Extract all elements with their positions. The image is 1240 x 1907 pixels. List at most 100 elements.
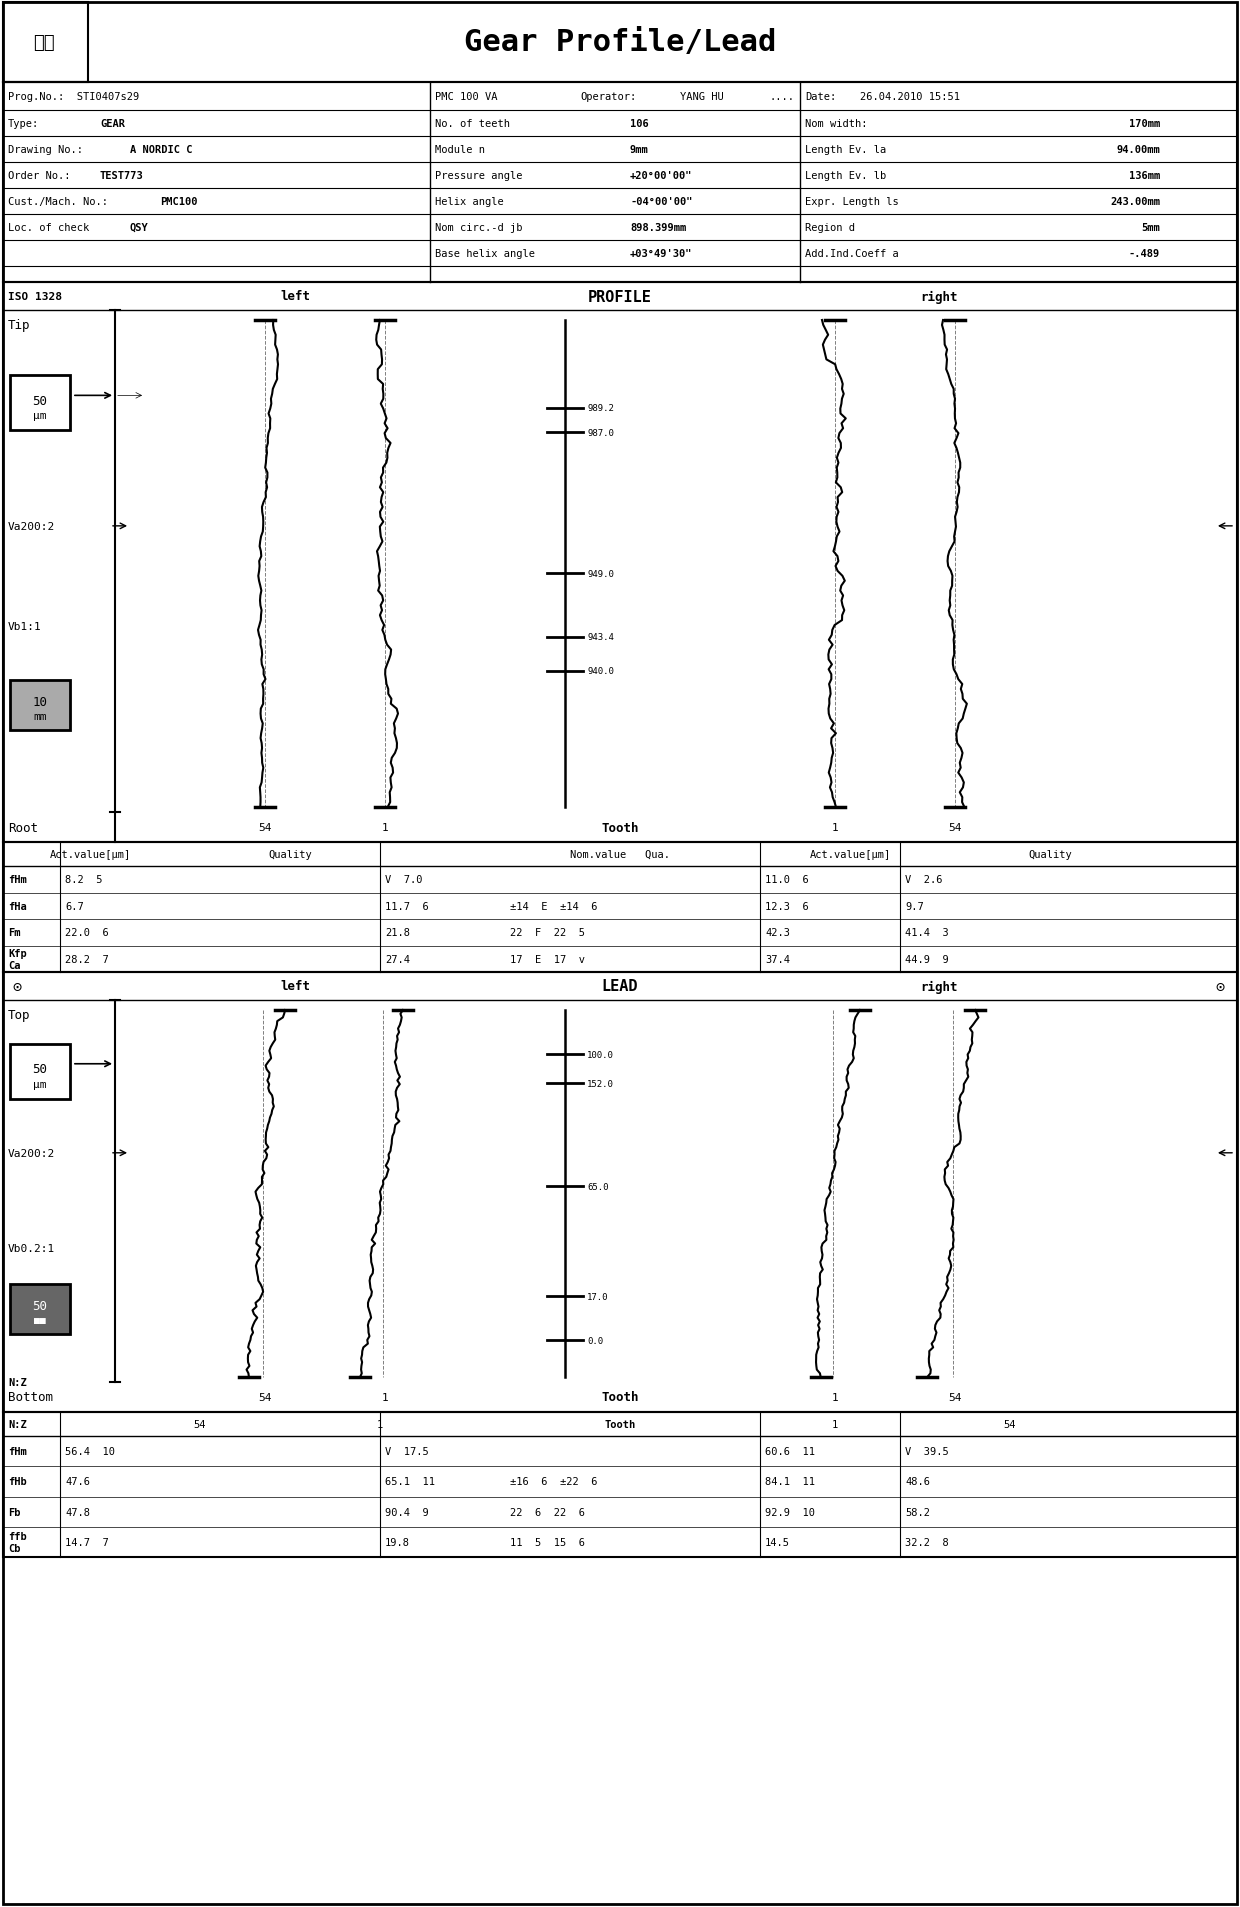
Text: 1: 1 — [832, 822, 838, 833]
Text: ⊙: ⊙ — [12, 978, 21, 994]
Bar — [2, 84, 1238, 282]
Text: 54: 54 — [258, 1392, 272, 1402]
Text: Tip: Tip — [7, 318, 31, 332]
Text: 65.1  11: 65.1 11 — [384, 1476, 435, 1487]
Text: Region d: Region d — [805, 223, 856, 233]
Text: Cust./Mach. No.:: Cust./Mach. No.: — [7, 196, 108, 206]
Bar — [2, 4, 88, 84]
Text: ISO 1328: ISO 1328 — [7, 292, 62, 301]
Text: ffb
Cb: ffb Cb — [7, 1531, 27, 1552]
Text: Kfp
Ca: Kfp Ca — [7, 948, 27, 971]
Text: ....: .... — [770, 92, 795, 101]
Text: 47.6: 47.6 — [64, 1476, 91, 1487]
Text: +03°49'30": +03°49'30" — [630, 250, 692, 259]
Text: 54: 54 — [258, 822, 272, 833]
Text: Module n: Module n — [435, 145, 485, 154]
Text: Add.Ind.Coeff a: Add.Ind.Coeff a — [805, 250, 899, 259]
Text: 54: 54 — [193, 1419, 206, 1428]
Text: No. of teeth: No. of teeth — [435, 118, 510, 130]
Text: 170mm: 170mm — [1128, 118, 1159, 130]
Text: 84.1  11: 84.1 11 — [765, 1476, 815, 1487]
Text: 243.00mm: 243.00mm — [1110, 196, 1159, 206]
Text: 1: 1 — [832, 1419, 838, 1428]
Text: N:Z: N:Z — [7, 1419, 27, 1428]
Text: Tooth: Tooth — [601, 1390, 639, 1404]
Text: 898.399mm: 898.399mm — [630, 223, 686, 233]
Text: 14.7  7: 14.7 7 — [64, 1537, 109, 1547]
Text: 11.7  6: 11.7 6 — [384, 902, 429, 912]
Text: 48.6: 48.6 — [905, 1476, 930, 1487]
Text: ±16  6  ±22  6: ±16 6 ±22 6 — [510, 1476, 598, 1487]
Text: QSY: QSY — [130, 223, 149, 233]
Bar — [2, 843, 1238, 973]
Text: Va200:2: Va200:2 — [7, 1148, 56, 1158]
Text: Nom circ.-d jb: Nom circ.-d jb — [435, 223, 522, 233]
Text: Act.value[μm]: Act.value[μm] — [810, 849, 890, 860]
Bar — [2, 973, 1238, 1413]
Text: 22  6  22  6: 22 6 22 6 — [510, 1507, 585, 1516]
Text: Tooth: Tooth — [604, 1419, 636, 1428]
Text: A NORDIC C: A NORDIC C — [130, 145, 192, 154]
Text: Expr. Length ls: Expr. Length ls — [805, 196, 899, 206]
Text: fHm: fHm — [7, 1446, 27, 1457]
Text: 0.0: 0.0 — [587, 1337, 603, 1344]
Text: Fb: Fb — [7, 1507, 21, 1516]
Text: Top: Top — [7, 1009, 31, 1022]
Text: 5mm: 5mm — [1141, 223, 1159, 233]
Text: μm: μm — [33, 1079, 47, 1089]
Text: 42.3: 42.3 — [765, 929, 790, 938]
Text: -04°00'00": -04°00'00" — [630, 196, 692, 206]
Text: 1: 1 — [832, 1392, 838, 1402]
Text: 949.0: 949.0 — [587, 570, 614, 578]
Text: 50: 50 — [32, 1062, 47, 1076]
Text: 54: 54 — [949, 1392, 962, 1402]
Text: 50: 50 — [32, 395, 47, 408]
Text: V  2.6: V 2.6 — [905, 875, 942, 885]
Text: 943.4: 943.4 — [587, 633, 614, 643]
Text: TEST773: TEST773 — [100, 172, 144, 181]
Text: 1: 1 — [377, 1419, 383, 1428]
Text: 10: 10 — [32, 696, 47, 709]
Text: ⊙: ⊙ — [1216, 978, 1225, 994]
Text: 989.2: 989.2 — [587, 404, 614, 414]
Text: fHa: fHa — [7, 902, 27, 912]
Text: right: right — [920, 980, 957, 994]
Text: 37.4: 37.4 — [765, 954, 790, 965]
Text: 47.8: 47.8 — [64, 1507, 91, 1516]
Text: 21.8: 21.8 — [384, 929, 410, 938]
Text: 27.4: 27.4 — [384, 954, 410, 965]
Text: 58.2: 58.2 — [905, 1507, 930, 1516]
Text: 92.9  10: 92.9 10 — [765, 1507, 815, 1516]
Text: Prog.No.:  STI0407s29: Prog.No.: STI0407s29 — [7, 92, 139, 101]
Text: mm: mm — [33, 711, 47, 721]
Text: 26.04.2010 15:51: 26.04.2010 15:51 — [861, 92, 960, 101]
Text: μm: μm — [33, 412, 47, 421]
Text: Date:: Date: — [805, 92, 836, 101]
Text: 56.4  10: 56.4 10 — [64, 1446, 115, 1457]
Text: Quality: Quality — [268, 849, 312, 860]
Text: Act.value[μm]: Act.value[μm] — [50, 849, 130, 860]
Text: fHb: fHb — [7, 1476, 27, 1487]
Text: 94.00mm: 94.00mm — [1116, 145, 1159, 154]
Text: 41.4  3: 41.4 3 — [905, 929, 949, 938]
Text: Helix angle: Helix angle — [435, 196, 503, 206]
Text: 136mm: 136mm — [1128, 172, 1159, 181]
Text: 齐齿: 齐齿 — [33, 34, 55, 51]
Text: ■■: ■■ — [35, 1316, 46, 1325]
Text: 22  F  22  5: 22 F 22 5 — [510, 929, 585, 938]
Text: N:Z: N:Z — [7, 1377, 27, 1386]
Text: Pressure angle: Pressure angle — [435, 172, 522, 181]
Text: PMC100: PMC100 — [160, 196, 197, 206]
Text: Vb0.2:1: Vb0.2:1 — [7, 1243, 56, 1253]
Text: 9mm: 9mm — [630, 145, 649, 154]
Text: 44.9  9: 44.9 9 — [905, 954, 949, 965]
Text: Length Ev. lb: Length Ev. lb — [805, 172, 887, 181]
Text: Tooth: Tooth — [601, 822, 639, 833]
Text: Loc. of check: Loc. of check — [7, 223, 89, 233]
Text: PMC 100 VA: PMC 100 VA — [435, 92, 497, 101]
Text: Length Ev. la: Length Ev. la — [805, 145, 887, 154]
Bar — [10, 1045, 69, 1098]
Text: 8.2  5: 8.2 5 — [64, 875, 103, 885]
Bar — [2, 282, 1238, 843]
Text: 12.3  6: 12.3 6 — [765, 902, 808, 912]
